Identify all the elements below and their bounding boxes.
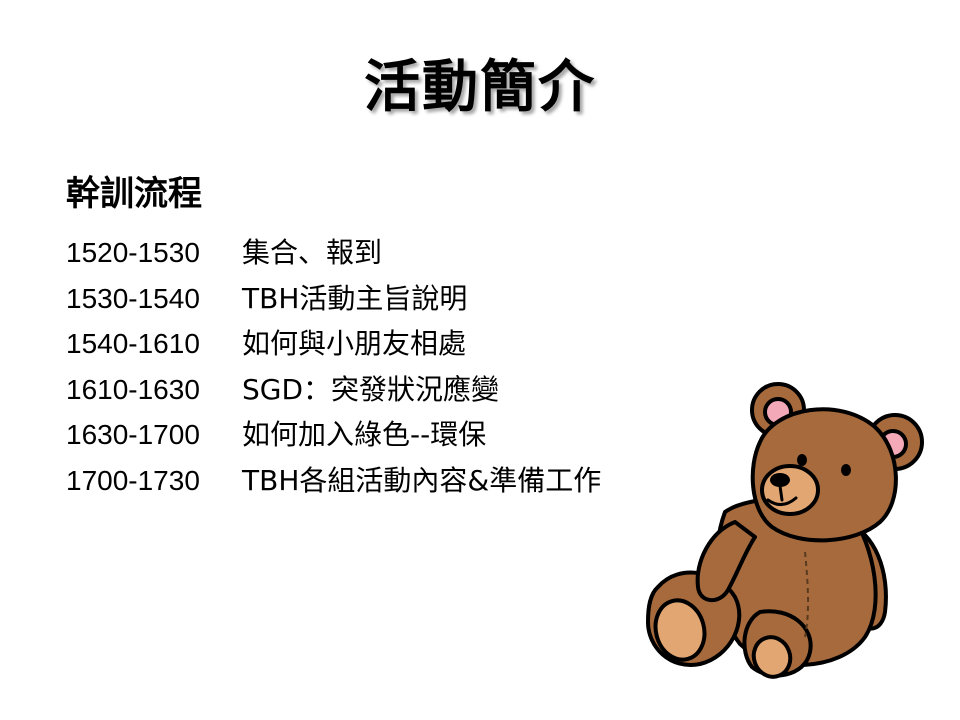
schedule-item: 1540-1610 如何與小朋友相處 [66,321,601,367]
schedule-item: 1530-1540 TBH活動主旨說明 [66,276,601,322]
schedule-time: 1610-1630 [66,373,200,405]
schedule-time: 1700-1730 [66,464,200,496]
schedule-activity: TBH各組活動內容&準備工作 [242,463,602,497]
schedule-time: 1540-1610 [66,328,200,359]
schedule-time: 1530-1540 [66,282,200,314]
schedule-item: 1610-1630 SGD：突發狀況應變 [66,367,601,413]
schedule-time: 1520-1530 [66,237,200,268]
schedule-item: 1700-1730 TBH各組活動內容&準備工作 [66,458,601,504]
schedule-activity: 集合、報到 [242,236,383,269]
schedule-item: 1630-1700 如何加入綠色--環保 [66,412,601,458]
section-heading: 幹訓流程 [66,174,202,214]
schedule-activity: SGD：突發狀況應變 [242,372,500,406]
schedule-activity: 如何與小朋友相處 [242,327,467,360]
schedule-activity: 如何加入綠色--環保 [242,418,487,451]
slide-title: 活動簡介 [364,55,596,120]
schedule-activity: TBH活動主旨說明 [242,281,468,315]
schedule-item: 1520-1530 集合、報到 [66,230,601,276]
schedule-time: 1630-1700 [66,419,200,450]
teddy-bear-icon [646,382,924,679]
schedule-list: 1520-1530 集合、報到 1530-1540 TBH活動主旨說明 1540-1… [66,230,601,503]
